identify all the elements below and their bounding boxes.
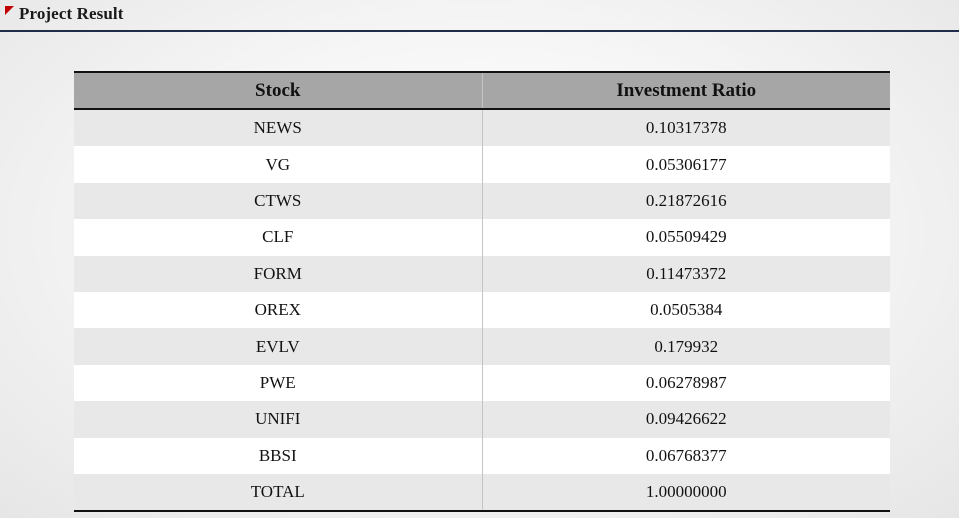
stock-cell: NEWS: [74, 109, 483, 147]
corner-triangle-icon: [5, 6, 14, 15]
table-row: BBSI 0.06768377: [74, 437, 890, 474]
ratio-cell: 0.06768377: [482, 437, 890, 474]
table-row: EVLV 0.179932: [74, 328, 890, 365]
table-row: OREX 0.0505384: [74, 291, 890, 329]
ratio-cell: 0.179932: [482, 328, 890, 365]
stock-cell: UNIFI: [74, 401, 483, 438]
stock-cell: BBSI: [74, 437, 483, 474]
total-label-cell: TOTAL: [74, 473, 483, 512]
table-row: FORM 0.11473372: [74, 255, 890, 292]
ratio-cell: 0.09426622: [482, 401, 890, 438]
investment-ratio-table: Stock Investment Ratio NEWS 0.10317378 V…: [74, 71, 890, 513]
table-row: PWE 0.06278987: [74, 364, 890, 402]
table-row: CLF 0.05509429: [74, 219, 890, 256]
header-divider: [0, 30, 959, 32]
stock-cell: CLF: [74, 219, 483, 256]
ratio-cell: 0.10317378: [482, 109, 890, 147]
ratio-cell: 0.06278987: [482, 364, 890, 402]
ratio-cell: 0.0505384: [482, 291, 890, 329]
stock-cell: EVLV: [74, 328, 483, 365]
ratio-cell: 0.11473372: [482, 255, 890, 292]
ratio-cell: 0.05509429: [482, 219, 890, 256]
column-header-investment-ratio: Investment Ratio: [482, 72, 890, 110]
stock-cell: CTWS: [74, 182, 483, 220]
column-header-stock: Stock: [74, 72, 483, 110]
ratio-cell: 0.05306177: [482, 146, 890, 183]
total-row: TOTAL 1.00000000: [74, 473, 890, 512]
stock-cell: FORM: [74, 255, 483, 292]
slide-title: Project Result: [19, 4, 124, 23]
table-header-row: Stock Investment Ratio: [74, 72, 890, 110]
table-row: VG 0.05306177: [74, 146, 890, 183]
slide-header: Project Result: [0, 0, 959, 32]
stock-cell: VG: [74, 146, 483, 183]
total-ratio-cell: 1.00000000: [482, 473, 890, 512]
stock-cell: PWE: [74, 364, 483, 402]
table-row: UNIFI 0.09426622: [74, 401, 890, 438]
ratio-cell: 0.21872616: [482, 182, 890, 220]
stock-cell: OREX: [74, 291, 483, 329]
table-row: CTWS 0.21872616: [74, 182, 890, 220]
table-row: NEWS 0.10317378: [74, 109, 890, 147]
